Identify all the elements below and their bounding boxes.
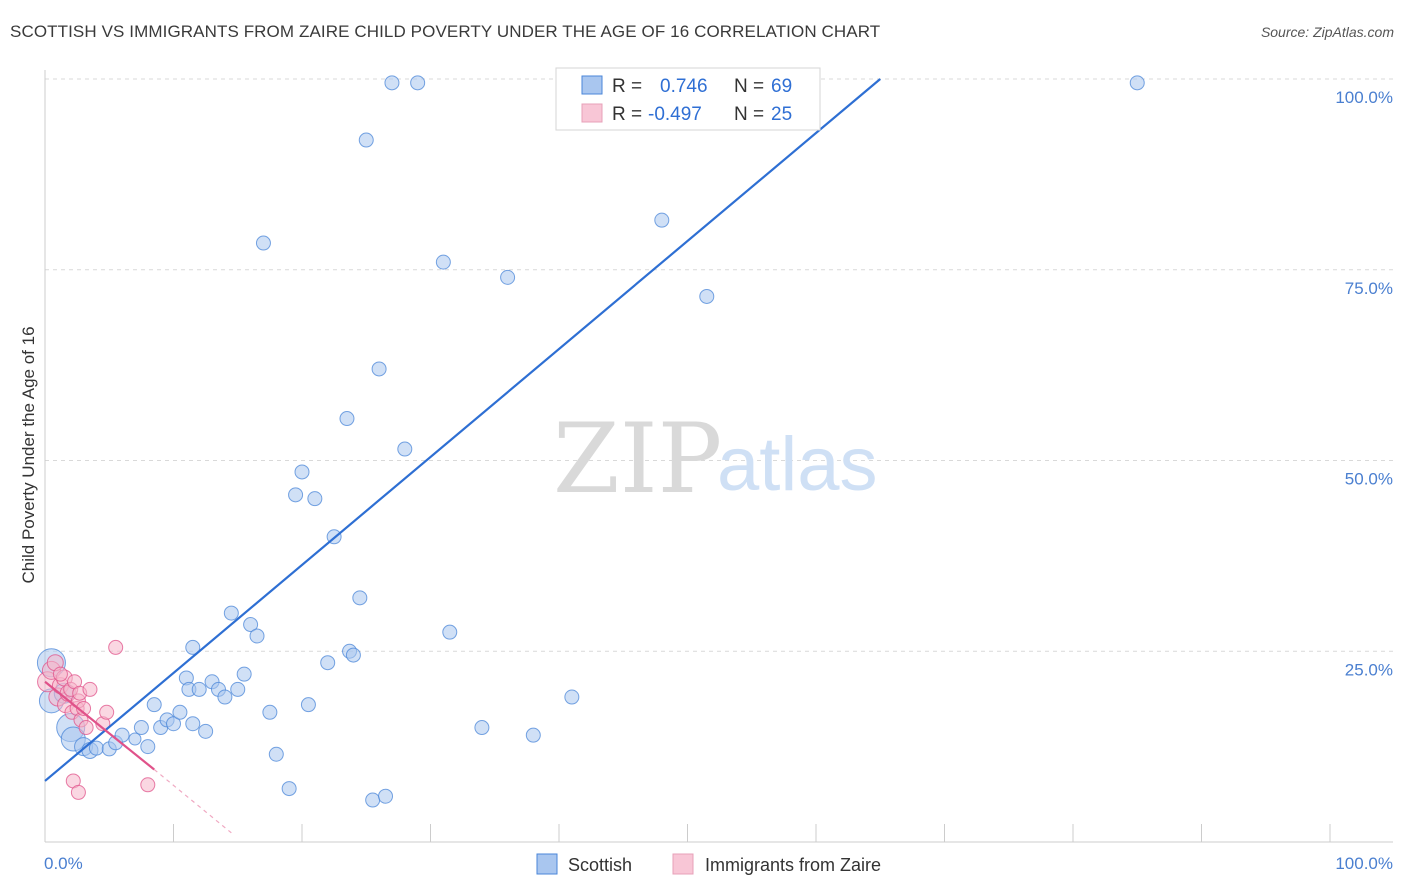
zaire-point bbox=[99, 704, 115, 720]
scottish-point bbox=[185, 639, 201, 655]
x-tick-label-min: 0.0% bbox=[44, 854, 83, 873]
scottish-point bbox=[371, 361, 387, 377]
scottish-point bbox=[166, 716, 181, 732]
scottish-point bbox=[474, 720, 490, 736]
watermark-zip: ZIP bbox=[553, 403, 722, 515]
scottish-point bbox=[146, 697, 162, 713]
scottish-point bbox=[172, 704, 188, 720]
series-legend: Scottish Immigrants from Zaire bbox=[536, 853, 881, 875]
legend-r-value-1: 0.746 bbox=[660, 76, 708, 97]
stats-legend: R = 0.746 N = 69 R = -0.497 N = 25 bbox=[555, 67, 821, 131]
watermark: ZIP atlas bbox=[553, 403, 878, 515]
scottish-point bbox=[500, 269, 516, 285]
zaire-point bbox=[78, 720, 94, 736]
zaire-point bbox=[108, 639, 124, 655]
bottom-legend-swatch-scottish bbox=[536, 853, 558, 875]
scottish-point bbox=[384, 75, 400, 91]
legend-n-label-1: N = bbox=[734, 76, 764, 97]
scottish-point bbox=[1129, 75, 1145, 91]
legend-swatch-scottish bbox=[581, 75, 603, 95]
scottish-point bbox=[249, 628, 265, 644]
x-tick-label-max: 100.0% bbox=[1335, 854, 1393, 873]
watermark-atlas: atlas bbox=[717, 422, 878, 507]
scottish-point bbox=[365, 792, 381, 808]
scottish-point bbox=[262, 704, 278, 720]
scottish-point bbox=[345, 647, 361, 663]
scottish-point bbox=[236, 666, 252, 682]
legend-n-value-2: 25 bbox=[771, 104, 792, 125]
y-tick-label: 25.0% bbox=[1345, 660, 1393, 679]
bottom-legend-label-scottish: Scottish bbox=[568, 855, 632, 875]
scottish-point bbox=[564, 689, 580, 705]
legend-n-label-2: N = bbox=[734, 104, 764, 125]
legend-n-value-1: 69 bbox=[771, 76, 792, 97]
scottish-point bbox=[133, 720, 149, 736]
scottish-point bbox=[243, 617, 259, 633]
zaire-point bbox=[70, 784, 86, 800]
scottish-point bbox=[185, 716, 201, 732]
scottish-point bbox=[114, 727, 130, 743]
data-points bbox=[36, 75, 1145, 808]
axes bbox=[44, 70, 1393, 843]
gridlines bbox=[45, 78, 1393, 652]
scottish-point bbox=[288, 487, 304, 503]
y-tick-label: 50.0% bbox=[1345, 470, 1393, 489]
scottish-point bbox=[525, 727, 541, 743]
zaire-point bbox=[82, 681, 98, 697]
scottish-point bbox=[320, 655, 336, 671]
y-tick-label: 75.0% bbox=[1345, 279, 1393, 298]
scottish-point bbox=[223, 605, 239, 621]
scottish-point bbox=[268, 746, 284, 762]
trend-lines bbox=[44, 78, 881, 834]
legend-r-label-2: R = bbox=[612, 104, 642, 125]
scottish-point bbox=[410, 75, 426, 91]
scottish-point bbox=[339, 411, 355, 427]
scottish-point bbox=[352, 590, 368, 606]
scottish-point bbox=[397, 441, 413, 457]
chart-title: SCOTTISH VS IMMIGRANTS FROM ZAIRE CHILD … bbox=[10, 22, 881, 41]
scottish-point bbox=[358, 132, 374, 148]
scottish-point bbox=[198, 723, 214, 739]
zaire-point bbox=[140, 777, 156, 793]
scottish-point bbox=[654, 212, 670, 228]
scottish-point bbox=[378, 788, 394, 804]
scottish-point bbox=[699, 288, 715, 304]
scottish-point bbox=[281, 781, 297, 797]
scottish-point bbox=[294, 464, 310, 480]
scottish-point bbox=[217, 689, 233, 705]
scottish-point bbox=[255, 235, 271, 251]
scottish-point bbox=[300, 697, 316, 713]
y-tick-label: 100.0% bbox=[1335, 88, 1393, 107]
scottish-point bbox=[435, 254, 451, 270]
legend-swatch-zaire bbox=[581, 103, 603, 123]
bottom-legend-swatch-zaire bbox=[672, 853, 694, 875]
scottish-point bbox=[191, 681, 207, 697]
scottish-point bbox=[140, 739, 156, 755]
scottish-point bbox=[128, 732, 142, 746]
tick-labels: 25.0% 50.0% 75.0% 100.0% 0.0% 100.0% bbox=[44, 88, 1393, 873]
zaire-trend-extension bbox=[153, 769, 232, 834]
scottish-point bbox=[230, 681, 246, 697]
scottish-point bbox=[442, 624, 458, 640]
legend-r-value-2: -0.497 bbox=[648, 104, 702, 125]
scottish-trend-line bbox=[44, 78, 881, 782]
bottom-legend-label-zaire: Immigrants from Zaire bbox=[705, 855, 881, 875]
scottish-point bbox=[307, 491, 323, 507]
legend-r-label-1: R = bbox=[612, 76, 642, 97]
zaire-point bbox=[52, 666, 68, 682]
source-label: Source: ZipAtlas.com bbox=[1260, 24, 1394, 40]
y-axis-title: Child Poverty Under the Age of 16 bbox=[19, 326, 38, 583]
zaire-trend-line bbox=[44, 680, 155, 771]
